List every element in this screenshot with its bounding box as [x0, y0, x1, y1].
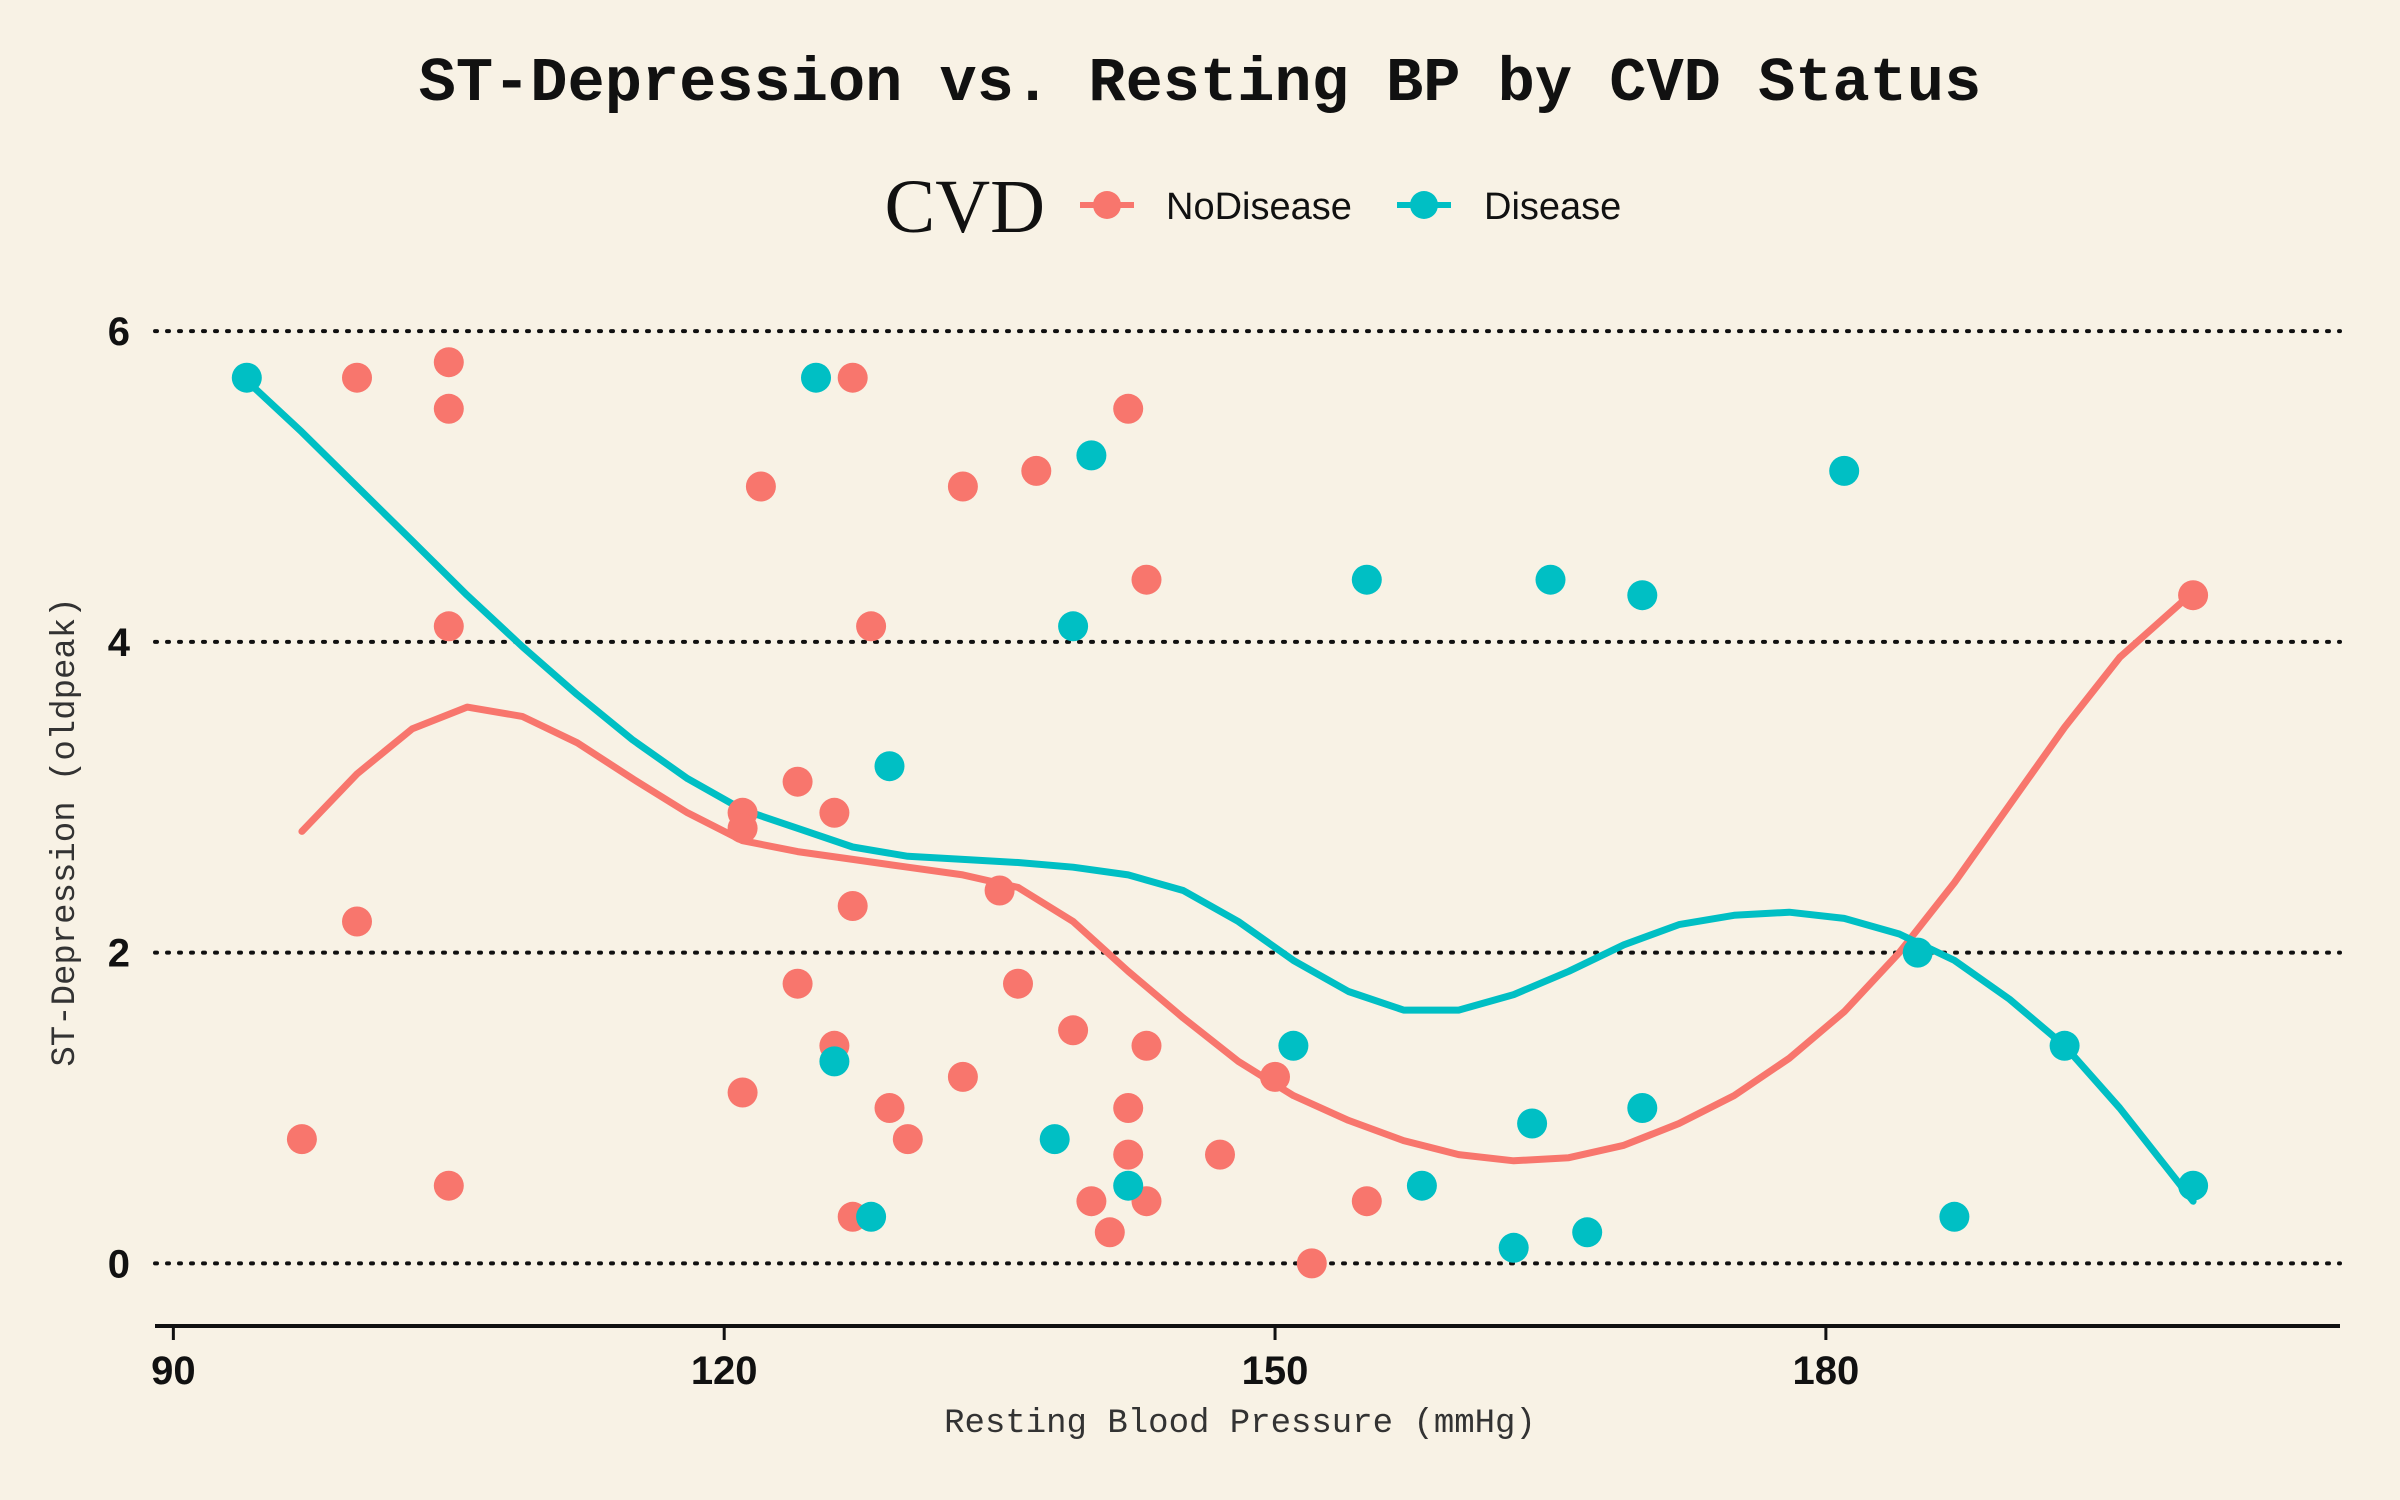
point-nodisease-21	[947, 471, 978, 502]
point-nodisease-13	[819, 797, 850, 828]
point-disease-7	[1076, 440, 1107, 471]
point-nodisease-28	[1094, 1217, 1125, 1248]
x-tick-label-180: 180	[1793, 1349, 1860, 1393]
point-disease-5	[1039, 1124, 1070, 1155]
point-disease-17	[1627, 1093, 1658, 1123]
point-nodisease-37	[1296, 1248, 1327, 1279]
point-nodisease-39	[2178, 580, 2209, 611]
point-disease-3	[856, 1201, 887, 1232]
point-nodisease-26	[1058, 1015, 1089, 1046]
point-nodisease-22	[947, 1061, 978, 1092]
y-axis-ticks: 0 2 4 6	[108, 310, 131, 1286]
legend-label-nodisease: NoDisease	[1166, 186, 1352, 228]
point-nodisease-10	[745, 471, 776, 502]
point-nodisease-2	[342, 906, 372, 937]
point-disease-9	[1278, 1030, 1309, 1061]
point-disease-16	[1627, 580, 1658, 611]
y-axis-title: ST-Depression (oldpeak)	[47, 597, 85, 1066]
point-disease-11	[1406, 1170, 1437, 1201]
point-disease-12	[1498, 1232, 1529, 1263]
point-disease-8	[1113, 1170, 1144, 1201]
point-nodisease-23	[984, 875, 1015, 906]
point-disease-10	[1351, 564, 1382, 595]
point-nodisease-38	[1351, 1186, 1382, 1217]
point-nodisease-25	[1021, 455, 1052, 486]
point-nodisease-20	[892, 1124, 923, 1155]
point-disease-1	[801, 362, 831, 393]
x-tick-label-120: 120	[691, 1349, 758, 1393]
legend-key-nodisease-dot	[1093, 191, 1121, 219]
point-nodisease-1	[342, 362, 372, 393]
smooth-curves	[243, 377, 2197, 1205]
y-tick-label-4: 4	[108, 621, 131, 665]
point-disease-2	[819, 1046, 850, 1077]
point-nodisease-12	[782, 968, 813, 999]
point-nodisease-15	[837, 362, 868, 393]
point-disease-14	[1535, 564, 1566, 595]
point-nodisease-4	[433, 393, 464, 424]
point-nodisease-6	[433, 1170, 464, 1201]
point-nodisease-35	[1205, 1139, 1235, 1170]
point-nodisease-5	[433, 611, 464, 642]
point-disease-0	[231, 362, 262, 393]
point-nodisease-29	[1113, 393, 1144, 424]
point-nodisease-8	[727, 813, 758, 844]
y-tick-label-0: 0	[108, 1242, 130, 1286]
point-nodisease-24	[1003, 968, 1033, 999]
point-nodisease-9	[727, 1077, 758, 1108]
smooth-line-disease	[243, 377, 2197, 1205]
point-nodisease-31	[1113, 1139, 1144, 1170]
point-nodisease-32	[1131, 564, 1162, 595]
point-nodisease-11	[782, 766, 813, 797]
point-disease-22	[2178, 1170, 2209, 1201]
point-disease-18	[1829, 455, 1860, 486]
point-nodisease-19	[874, 1093, 905, 1123]
point-nodisease-0	[286, 1124, 317, 1155]
point-disease-6	[1058, 611, 1089, 642]
legend: CVD NoDisease Disease	[885, 165, 1622, 249]
y-tick-label-6: 6	[108, 310, 130, 354]
x-tick-label-90: 90	[151, 1349, 196, 1393]
legend-title: CVD	[885, 165, 1045, 249]
point-nodisease-3	[433, 347, 464, 378]
data-points	[231, 347, 2209, 1279]
point-disease-19	[1902, 937, 1933, 968]
point-nodisease-27	[1076, 1186, 1107, 1217]
legend-key-disease-dot	[1410, 191, 1438, 219]
point-disease-4	[874, 751, 905, 782]
point-nodisease-33	[1131, 1030, 1162, 1061]
point-disease-21	[2049, 1030, 2080, 1061]
point-nodisease-36	[1260, 1061, 1290, 1092]
x-tick-label-150: 150	[1242, 1349, 1309, 1393]
gridlines	[153, 329, 2342, 1266]
point-disease-15	[1572, 1217, 1603, 1248]
x-axis-ticks: 90 120 150 180	[151, 1326, 1859, 1393]
chart-title: ST-Depression vs. Resting BP by CVD Stat…	[419, 48, 1982, 119]
smooth-line-nodisease	[298, 588, 2197, 1165]
point-nodisease-16	[837, 891, 868, 921]
point-nodisease-18	[856, 611, 887, 642]
point-disease-13	[1517, 1108, 1548, 1139]
point-nodisease-30	[1113, 1093, 1144, 1123]
legend-label-disease: Disease	[1484, 186, 1621, 228]
point-disease-20	[1939, 1201, 1970, 1232]
x-axis-title: Resting Blood Pressure (mmHg)	[944, 1405, 1536, 1443]
y-tick-label-2: 2	[108, 932, 130, 976]
